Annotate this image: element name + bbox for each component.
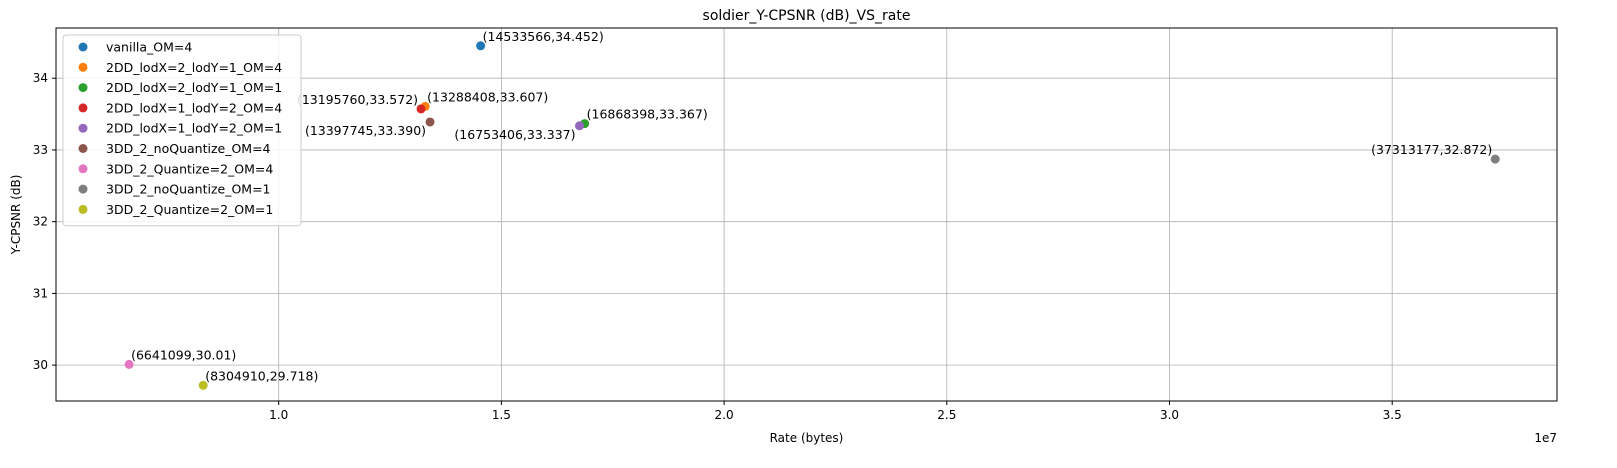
y-tick-label: 34 [33,71,48,85]
legend-marker [78,164,88,174]
x-tick-label: 2.0 [715,408,734,422]
legend-entry: 2DD_lodX=2_lodY=1_OM=4 [106,60,282,75]
data-labels: (14533566,34.452) (13288408,33.607) (16868… [131,29,1492,384]
legend-marker [78,62,88,72]
data-point [416,104,426,114]
legend: vanilla_OM=4 2DD_lodX=2_lodY=1_OM=4 2DD_lo… [62,34,302,227]
legend-marker [78,184,88,194]
data-label: (14533566,34.452) [483,29,604,44]
x-axis-offset-label: 1e7 [1534,431,1557,445]
data-point [1490,154,1500,164]
data-label: (13397745,33.390) [305,123,426,138]
legend-marker [78,204,88,214]
plot-area-frame [55,27,1558,402]
data-label: (37313177,32.872) [1371,142,1492,157]
data-label: (16868398,33.367) [587,107,708,122]
chart-title: soldier_Y-CPSNR (dB)_VS_rate [703,8,911,24]
y-tick-label: 31 [33,286,48,300]
legend-entry: 2DD_lodX=1_lodY=2_OM=4 [106,100,282,115]
data-label: (8304910,29.718) [205,368,318,383]
y-tick-label: 30 [33,358,48,372]
legend-marker [78,123,88,133]
legend-marker [78,144,88,153]
x-tick-label: 3.0 [1160,408,1179,422]
y-axis-label: Y-CPSNR (dB) [9,175,23,256]
legend-entry: 2DD_lodX=2_lodY=1_OM=1 [106,80,282,95]
legend-entry: vanilla_OM=4 [106,40,192,55]
x-tick-label: 1.0 [269,408,288,422]
y-tick-label: 32 [33,215,48,229]
grid-lines [56,28,1557,401]
data-point [124,359,134,369]
legend-entry: 3DD_2_Quantize=2_OM=1 [106,202,273,217]
y-tick-label: 33 [33,143,48,157]
data-point [198,380,208,390]
legend-marker [78,42,88,52]
legend-entry: 3DD_2_Quantize=2_OM=4 [106,161,273,176]
legend-items: vanilla_OM=4 2DD_lodX=2_lodY=1_OM=4 2DD_lo… [78,40,282,217]
data-point [574,121,584,131]
data-label: (16753406,33.337) [454,127,575,142]
data-label: (13288408,33.607) [427,89,548,104]
legend-entry: 3DD_2_noQuantize_OM=4 [106,141,271,156]
legend-entry: 2DD_lodX=1_lodY=2_OM=1 [106,121,282,136]
legend-marker [78,83,88,93]
axis-ticks: 1.0 1.5 2.0 2.5 3.0 3.5 30 31 32 33 34 [33,71,1402,422]
x-axis-label: Rate (bytes) [770,431,844,445]
data-point [425,117,435,127]
data-label: (13195760,33.572) [297,92,418,107]
x-tick-label: 3.5 [1383,408,1402,422]
data-label: (6641099,30.01) [131,347,236,362]
legend-marker [78,103,88,113]
x-tick-label: 2.5 [937,408,956,422]
x-tick-label: 1.5 [492,408,511,422]
legend-entry: 3DD_2_noQuantize_OM=1 [106,182,271,197]
data-point [476,41,486,51]
legend-box [62,34,302,227]
data-points [124,41,1500,390]
